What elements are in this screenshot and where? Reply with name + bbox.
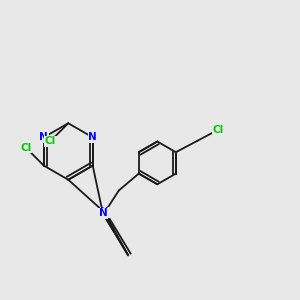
Text: N: N: [39, 132, 48, 142]
Text: N: N: [100, 207, 109, 218]
Text: N: N: [88, 132, 97, 142]
Text: N: N: [98, 208, 107, 218]
Text: Cl: Cl: [20, 143, 32, 153]
Text: Cl: Cl: [45, 136, 56, 146]
Text: Cl: Cl: [212, 125, 224, 135]
